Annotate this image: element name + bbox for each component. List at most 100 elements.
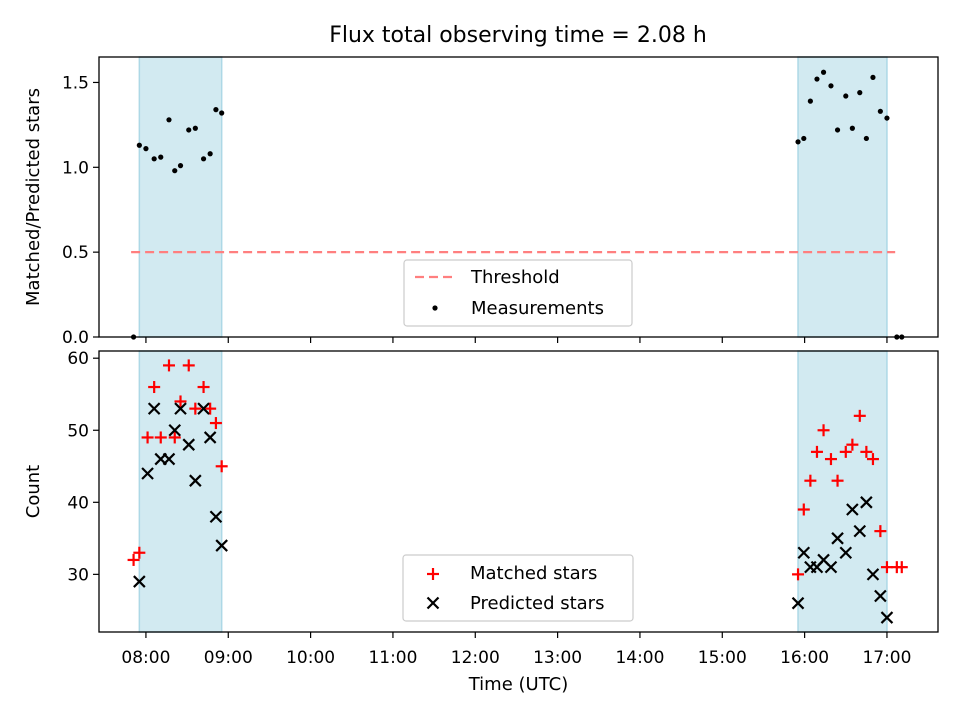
legend-matched-label: Matched stars	[470, 563, 597, 584]
legend: Matched stars Predicted stars	[402, 554, 634, 622]
measurement-point	[186, 127, 192, 133]
matched-star-point	[133, 546, 146, 559]
predicted-star-point	[824, 560, 838, 574]
y-tick-label: 60	[67, 349, 89, 369]
matched-star-point	[182, 359, 195, 372]
shaded-intervals	[138, 350, 888, 633]
predicted-star-point	[209, 510, 223, 523]
measurement-point	[795, 139, 801, 145]
matched-star-point	[148, 381, 161, 394]
predicted-star-point	[147, 402, 161, 415]
measurement-point	[207, 151, 213, 157]
matched-star-point	[162, 359, 175, 372]
predicted-star-point	[791, 596, 805, 610]
matched-star-point	[141, 431, 154, 444]
legend-box	[403, 259, 633, 327]
measurement-point	[166, 117, 172, 123]
measurement-point	[884, 115, 890, 121]
shaded-span	[797, 350, 888, 633]
matched-star-point	[189, 402, 202, 415]
y-axis-ticks: 0.0 0.5 1.0 1.5	[62, 73, 99, 348]
x-axis-ticks: 08:00 09:00 10:00 11:00 12:00 13:00 14:00 15:00…	[121, 632, 911, 668]
predicted-star-point	[866, 568, 880, 581]
predicted-star-point	[874, 589, 887, 603]
matched-star-point	[853, 409, 866, 422]
matched-star-point	[197, 381, 210, 394]
matched-star-point	[860, 445, 873, 458]
measurement-point	[172, 168, 178, 174]
y-tick-label: 0.5	[62, 243, 89, 263]
matched-star-point	[204, 402, 217, 415]
matched-star-point	[174, 395, 187, 408]
predicted-star-point	[141, 467, 154, 480]
x-tick-label: 11:00	[368, 648, 417, 668]
legend-measurement-swatch	[432, 305, 438, 311]
predicted-star-point	[168, 423, 182, 437]
shaded-span	[797, 56, 888, 338]
legend: Threshold Measurements	[403, 259, 633, 327]
predicted-star-point	[831, 532, 844, 545]
y-axis-label: Matched/Predicted stars	[23, 88, 44, 306]
y-tick-label: 1.0	[62, 158, 89, 178]
legend-predicted-swatch	[426, 596, 440, 610]
predicted-star-point	[846, 503, 859, 516]
predicted-star-point	[162, 452, 176, 466]
measurement-point	[857, 90, 863, 96]
plot-frame	[98, 350, 939, 633]
predicted-star-point	[203, 431, 217, 444]
y-tick-label: 40	[67, 493, 89, 513]
x-tick-label: 12:00	[451, 648, 500, 668]
y-tick-label: 1.5	[62, 73, 89, 93]
matched-star-point	[831, 474, 844, 487]
measurement-point	[143, 146, 149, 152]
y-tick-label: 0.0	[62, 328, 89, 348]
measurement-point	[192, 125, 198, 131]
plot-frame	[98, 56, 939, 338]
x-tick-label: 14:00	[615, 648, 664, 668]
y-tick-label: 30	[67, 565, 89, 585]
count-panel: 30 40 50 60 08:00 09:00 10:00 11:00 12:00 13:00 1…	[23, 349, 939, 695]
measurement-point	[877, 108, 883, 114]
predicted-star-point	[860, 496, 873, 509]
measurement-point	[136, 142, 142, 148]
predicted-star-point	[182, 438, 196, 451]
chart-title: Flux total observing time = 2.08 h	[329, 23, 707, 48]
measurement-point	[863, 135, 869, 142]
x-tick-label: 10:00	[286, 648, 335, 668]
matched-star-point	[824, 453, 837, 466]
measurement-point	[814, 76, 820, 82]
measurement-point	[834, 127, 841, 133]
measurement-point	[870, 74, 876, 80]
predicted-star-point	[189, 474, 202, 487]
matched-star-point	[874, 525, 887, 538]
predicted-star-point	[853, 524, 867, 538]
x-axis-ticks	[145, 337, 888, 343]
measurement-point	[828, 83, 834, 89]
matched-star-point	[866, 453, 879, 466]
legend-matched-swatch	[427, 568, 439, 580]
x-tick-label: 09:00	[204, 648, 253, 668]
matched-star-point	[168, 431, 181, 444]
x-tick-label: 16:00	[780, 648, 829, 668]
count-points	[127, 359, 908, 624]
predicted-star-point	[797, 546, 811, 560]
legend-measurement-label: Measurements	[471, 298, 604, 319]
y-tick-label: 50	[67, 421, 89, 441]
measurement-point	[843, 93, 849, 99]
x-tick-label: 08:00	[121, 648, 170, 668]
measurement-point	[849, 125, 855, 131]
measurement-point	[177, 163, 184, 169]
measurement-point	[158, 154, 164, 160]
legend-predicted-label: Predicted stars	[470, 593, 604, 614]
matched-star-point	[127, 553, 140, 566]
shaded-intervals	[138, 56, 888, 338]
matched-star-point	[846, 438, 859, 451]
ratio-panel: 0.0 0.5 1.0 1.5 Matched/Predicted stars Thr…	[23, 56, 939, 348]
matched-star-point	[810, 445, 823, 458]
y-axis-label: Count	[23, 465, 44, 518]
shaded-span	[138, 350, 223, 633]
measurement-point	[200, 156, 207, 162]
matched-star-point	[154, 431, 167, 444]
matched-star-point	[797, 503, 810, 516]
